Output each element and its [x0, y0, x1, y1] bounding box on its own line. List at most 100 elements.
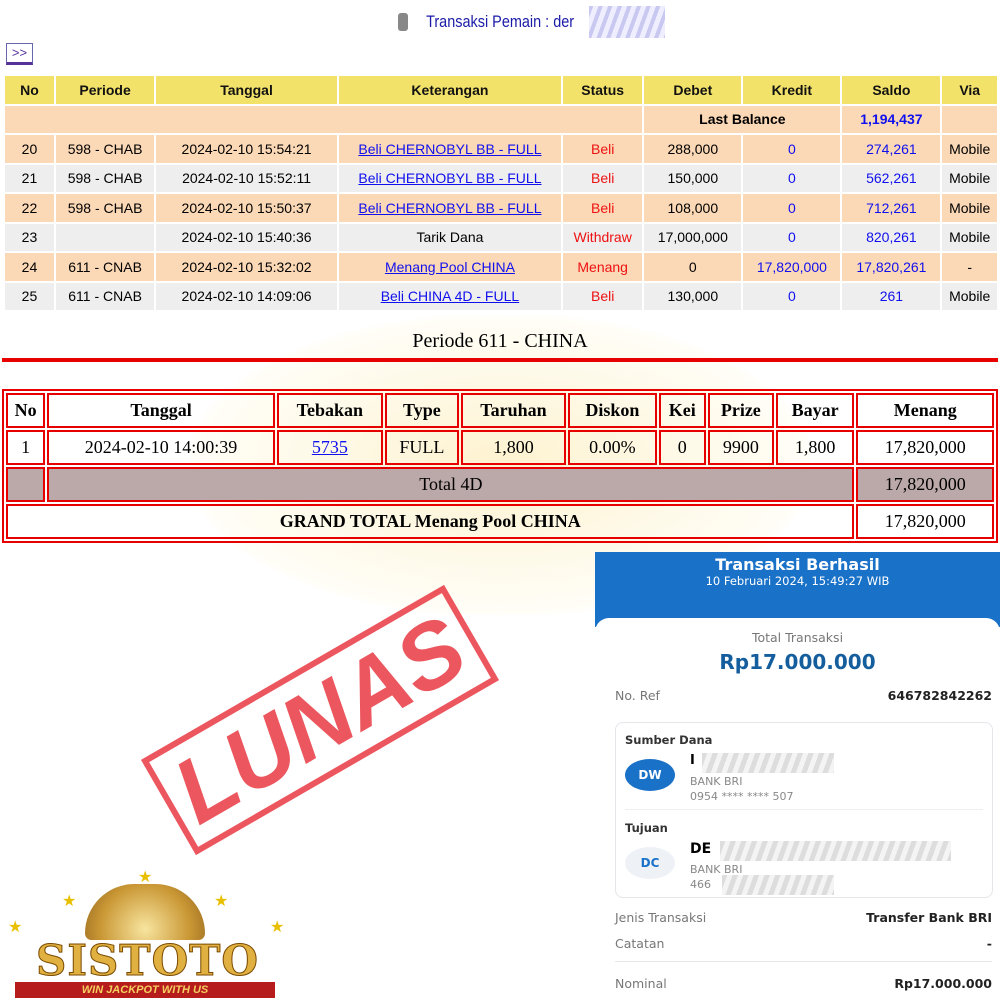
row-saldo: 712,261	[842, 194, 941, 222]
row-via: Mobile	[942, 135, 997, 163]
row-periode: 611 - CNAB	[55, 282, 155, 310]
receipt-header: Transaksi Berhasil 10 Februari 2024, 15:…	[595, 552, 1000, 627]
row-debet: 17,000,000	[644, 223, 742, 251]
redacted-dest-account	[722, 875, 834, 895]
column-header-via: Via	[942, 76, 997, 104]
row-status: Beli	[563, 194, 643, 222]
table-row: 24 611 - CNAB 2024-02-10 15:32:02 Menang Po…	[5, 253, 997, 281]
star-icon: ★	[62, 893, 77, 910]
row-keterangan: Tarik Dana	[338, 223, 562, 251]
row-via: Mobile	[942, 223, 997, 251]
column-header-tebakan: Tebakan	[276, 393, 383, 428]
column-header-type: Type	[384, 393, 459, 428]
column-header-no: No	[5, 76, 54, 104]
cell-menang: 17,820,000	[856, 430, 994, 465]
row-tanggal: 2024-02-10 14:09:06	[156, 282, 337, 310]
redacted-source-name	[702, 753, 834, 773]
row-kredit: 0	[743, 164, 841, 192]
row-tanggal: 2024-02-10 15:54:21	[156, 135, 337, 163]
total-row: Total 4D 17,820,000	[6, 467, 994, 502]
row-keterangan[interactable]: Beli CHINA 4D - FULL	[338, 282, 562, 310]
divider	[2, 358, 998, 362]
row-status: Beli	[563, 135, 643, 163]
column-header-kei: Kei	[658, 393, 706, 428]
row-keterangan[interactable]: Menang Pool CHINA	[338, 253, 562, 281]
row-no: 25	[5, 282, 54, 310]
row-no: 22	[5, 194, 54, 222]
table-row: 20 598 - CHAB 2024-02-10 15:54:21 Beli CHER…	[5, 135, 997, 163]
column-header-saldo: Saldo	[842, 76, 941, 104]
row-tanggal: 2024-02-10 15:40:36	[156, 223, 337, 251]
column-header-tanggal: Tanggal	[156, 76, 337, 104]
row-kredit: 0	[743, 282, 841, 310]
row-periode: 611 - CNAB	[55, 253, 155, 281]
column-header-keterangan: Keterangan	[338, 76, 562, 104]
column-header-taruhan: Taruhan	[460, 393, 567, 428]
row-keterangan[interactable]: Beli CHERNOBYL BB - FULL	[338, 135, 562, 163]
row-saldo: 820,261	[842, 223, 941, 251]
row-no: 23	[5, 223, 54, 251]
row-periode: 598 - CHAB	[55, 135, 155, 163]
column-header-status: Status	[563, 76, 643, 104]
table-row: 21 598 - CHAB 2024-02-10 15:52:11 Beli CHER…	[5, 164, 997, 192]
row-kredit: 0	[743, 223, 841, 251]
dest-avatar: DC	[625, 847, 675, 879]
row-status: Withdraw	[563, 223, 643, 251]
row-no: 24	[5, 253, 54, 281]
row-debet: 108,000	[644, 194, 742, 222]
column-header-diskon: Diskon	[568, 393, 657, 428]
cell-diskon: 0.00%	[568, 430, 657, 465]
row-saldo: 261	[842, 282, 941, 310]
row-kredit: 17,820,000	[743, 253, 841, 281]
lunas-stamp: LUNAS	[140, 584, 500, 856]
row-kredit: 0	[743, 194, 841, 222]
source-avatar: DW	[625, 759, 675, 791]
cell-prize: 9900	[707, 430, 774, 465]
table-row: 22 598 - CHAB 2024-02-10 15:50:37 Beli CHER…	[5, 194, 997, 222]
cell-type: FULL	[384, 430, 459, 465]
row-debet: 150,000	[644, 164, 742, 192]
page-title: Transaksi Pemain : der	[398, 6, 666, 38]
row-via: Mobile	[942, 194, 997, 222]
row-saldo: 274,261	[842, 135, 941, 163]
total-amount: Rp17.000.000	[719, 650, 876, 674]
row-tanggal: 2024-02-10 15:50:37	[156, 194, 337, 222]
cell-tebakan[interactable]: 5735	[276, 430, 383, 465]
transactions-table: No Periode Tanggal Keterangan Status Debet Kre…	[3, 74, 999, 312]
bank-receipt: Transaksi Berhasil 10 Februari 2024, 15:…	[595, 552, 1000, 1000]
column-header-no: No	[6, 393, 46, 428]
column-header-tanggal: Tanggal	[47, 393, 275, 428]
bet-detail-table: No Tanggal Tebakan Type Taruhan Diskon Kei Priz…	[2, 389, 998, 543]
redacted-name	[589, 6, 666, 38]
crown-icon	[85, 884, 205, 940]
row-status: Menang	[563, 253, 643, 281]
row-no: 20	[5, 135, 54, 163]
grand-total-row: GRAND TOTAL Menang Pool CHINA 17,820,000	[6, 504, 994, 539]
row-saldo: 17,820,261	[842, 253, 941, 281]
cell-bayar: 1,800	[775, 430, 855, 465]
row-keterangan[interactable]: Beli CHERNOBYL BB - FULL	[338, 194, 562, 222]
last-balance-row: Last Balance 1,194,437	[5, 105, 997, 133]
star-icon: ★	[270, 919, 285, 936]
column-header-periode: Periode	[55, 76, 155, 104]
cell-tanggal: 2024-02-10 14:00:39	[47, 430, 275, 465]
row-saldo: 562,261	[842, 164, 941, 192]
table-row: 25 611 - CNAB 2024-02-10 14:09:06 Beli CHIN…	[5, 282, 997, 310]
star-icon: ★	[214, 893, 229, 910]
row-kredit: 0	[743, 135, 841, 163]
row-via: Mobile	[942, 164, 997, 192]
row-debet: 288,000	[644, 135, 742, 163]
star-icon: ★	[8, 919, 23, 936]
row-via: -	[942, 253, 997, 281]
row-debet: 0	[644, 253, 742, 281]
row-debet: 130,000	[644, 282, 742, 310]
next-button[interactable]: >>	[6, 43, 33, 65]
last-balance-value: 1,194,437	[842, 105, 941, 133]
ref-number: 646782842262	[887, 688, 992, 703]
row-keterangan[interactable]: Beli CHERNOBYL BB - FULL	[338, 164, 562, 192]
user-icon	[398, 13, 408, 31]
row-status: Beli	[563, 282, 643, 310]
row-tanggal: 2024-02-10 15:52:11	[156, 164, 337, 192]
column-header-menang: Menang	[856, 393, 994, 428]
cell-no: 1	[6, 430, 46, 465]
